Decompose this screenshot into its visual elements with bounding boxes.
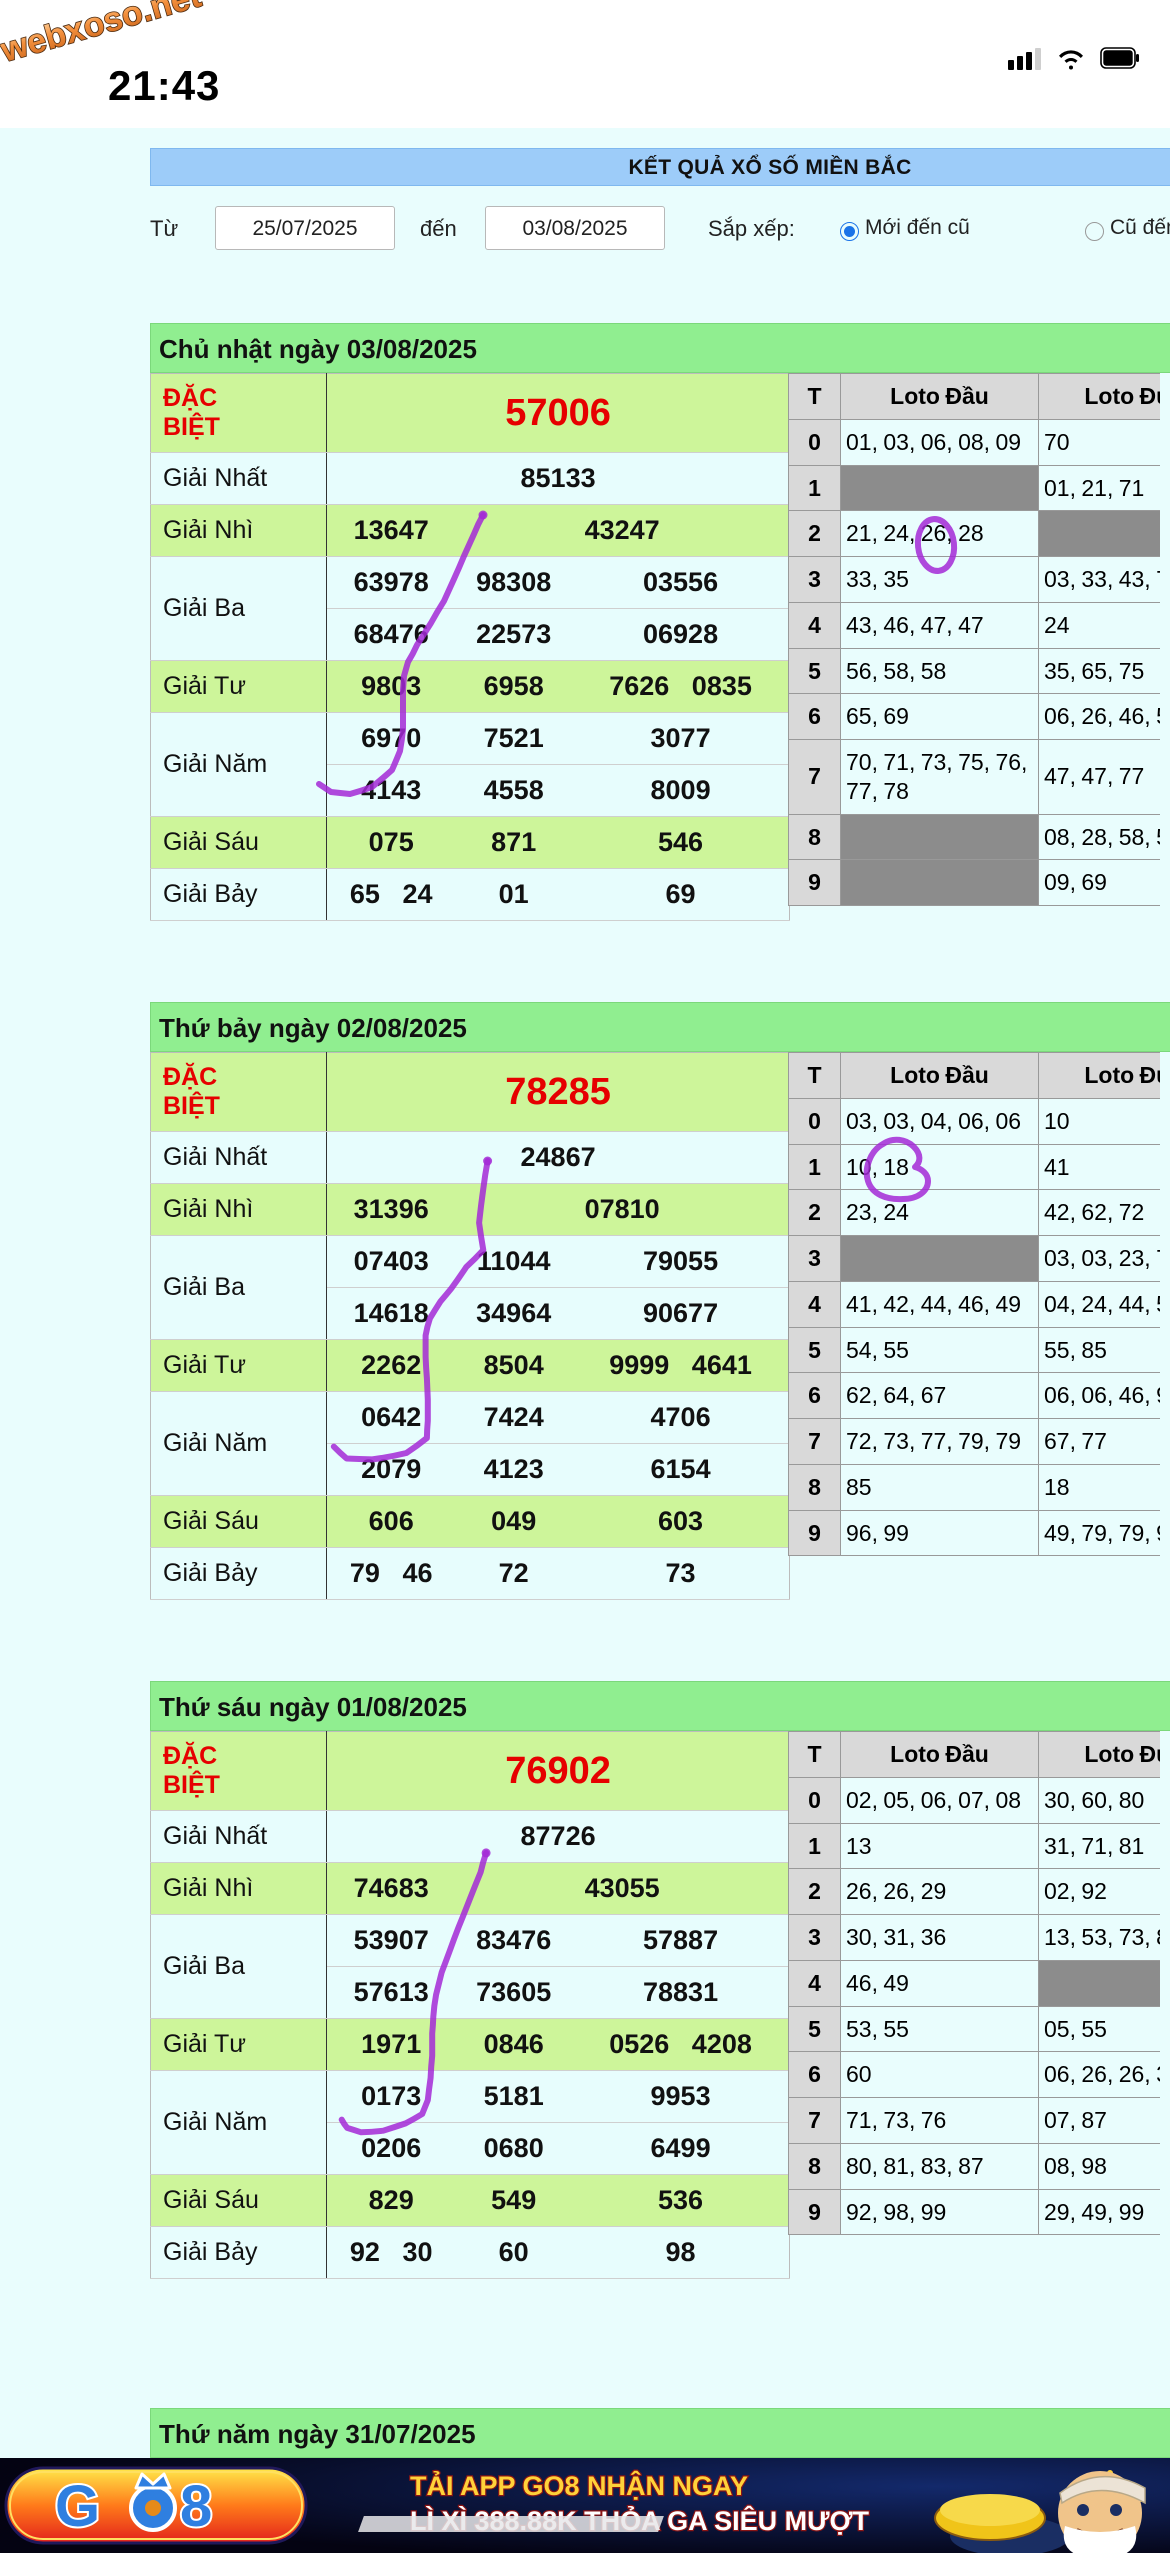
svg-text:TẢI APP GO8 NHẬN NGAY: TẢI APP GO8 NHẬN NGAY [410, 2469, 748, 2501]
svg-text:8: 8 [180, 2474, 212, 2539]
svg-text:G: G [55, 2474, 100, 2539]
svg-text:webxoso.net: webxoso.net [0, 0, 205, 70]
